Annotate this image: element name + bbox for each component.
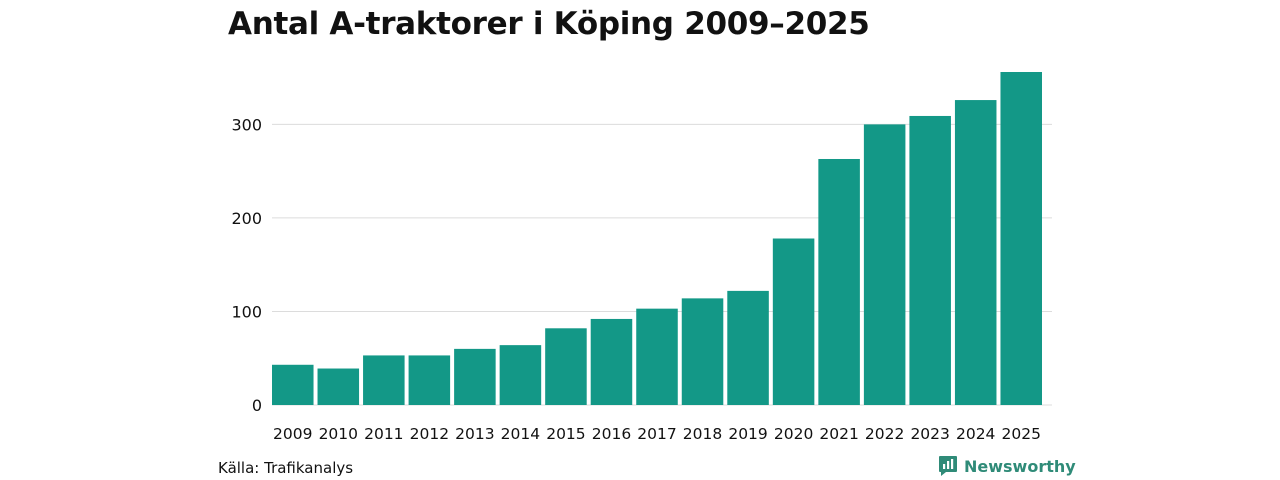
x-tick-label: 2012 xyxy=(410,425,449,443)
x-tick-label: 2019 xyxy=(728,425,767,443)
x-tick-label: 2015 xyxy=(546,425,585,443)
x-axis-tick-labels: 2009 2010 2011 2012 2013 2014 2015 2016 2017 2018… xyxy=(273,425,1041,443)
x-tick-label: 2016 xyxy=(592,425,631,443)
x-tick-label: 2022 xyxy=(865,425,904,443)
x-tick-label: 2023 xyxy=(910,425,949,443)
bar-2016 xyxy=(590,318,633,405)
bar-2010 xyxy=(317,368,360,405)
x-tick-label: 2013 xyxy=(455,425,494,443)
y-tick-label: 300 xyxy=(231,115,262,134)
bar-2011 xyxy=(363,355,405,405)
bar-2025 xyxy=(1000,72,1042,405)
x-tick-label: 2021 xyxy=(819,425,858,443)
y-tick-label: 0 xyxy=(252,396,262,415)
x-tick-label: 2017 xyxy=(637,425,676,443)
y-tick-label: 200 xyxy=(231,209,262,228)
source-note: Källa: Trafikanalys xyxy=(218,459,354,477)
bar-2015 xyxy=(545,328,587,405)
bar-2012 xyxy=(408,355,451,405)
brand-name: Newsworthy xyxy=(964,456,1076,476)
chart-title: Antal A-traktorer i Köping 2009–2025 xyxy=(228,6,870,42)
brand-logo: Newsworthy xyxy=(938,455,1076,477)
y-axis-tick-labels: 0 100 200 300 xyxy=(231,115,262,415)
bar-2014 xyxy=(499,345,542,405)
bar-2020 xyxy=(772,238,815,405)
bar-2019 xyxy=(727,290,769,405)
x-tick-label: 2014 xyxy=(501,425,540,443)
bar-2009 xyxy=(272,364,314,405)
x-tick-label: 2009 xyxy=(273,425,312,443)
x-tick-label: 2024 xyxy=(956,425,995,443)
bars xyxy=(272,72,1042,405)
x-tick-label: 2018 xyxy=(683,425,722,443)
bar-2022 xyxy=(863,124,906,405)
bar-2018 xyxy=(681,298,724,405)
y-tick-label: 100 xyxy=(231,302,262,321)
bar-2017 xyxy=(636,308,678,405)
x-tick-label: 2020 xyxy=(774,425,813,443)
x-tick-label: 2025 xyxy=(1002,425,1041,443)
x-tick-label: 2010 xyxy=(319,425,358,443)
x-tick-label: 2011 xyxy=(364,425,403,443)
bar-2024 xyxy=(954,100,997,405)
bar-2021 xyxy=(818,158,860,405)
bar-2023 xyxy=(909,115,951,405)
newsworthy-logo-icon xyxy=(939,456,957,476)
bar-2013 xyxy=(454,348,496,405)
